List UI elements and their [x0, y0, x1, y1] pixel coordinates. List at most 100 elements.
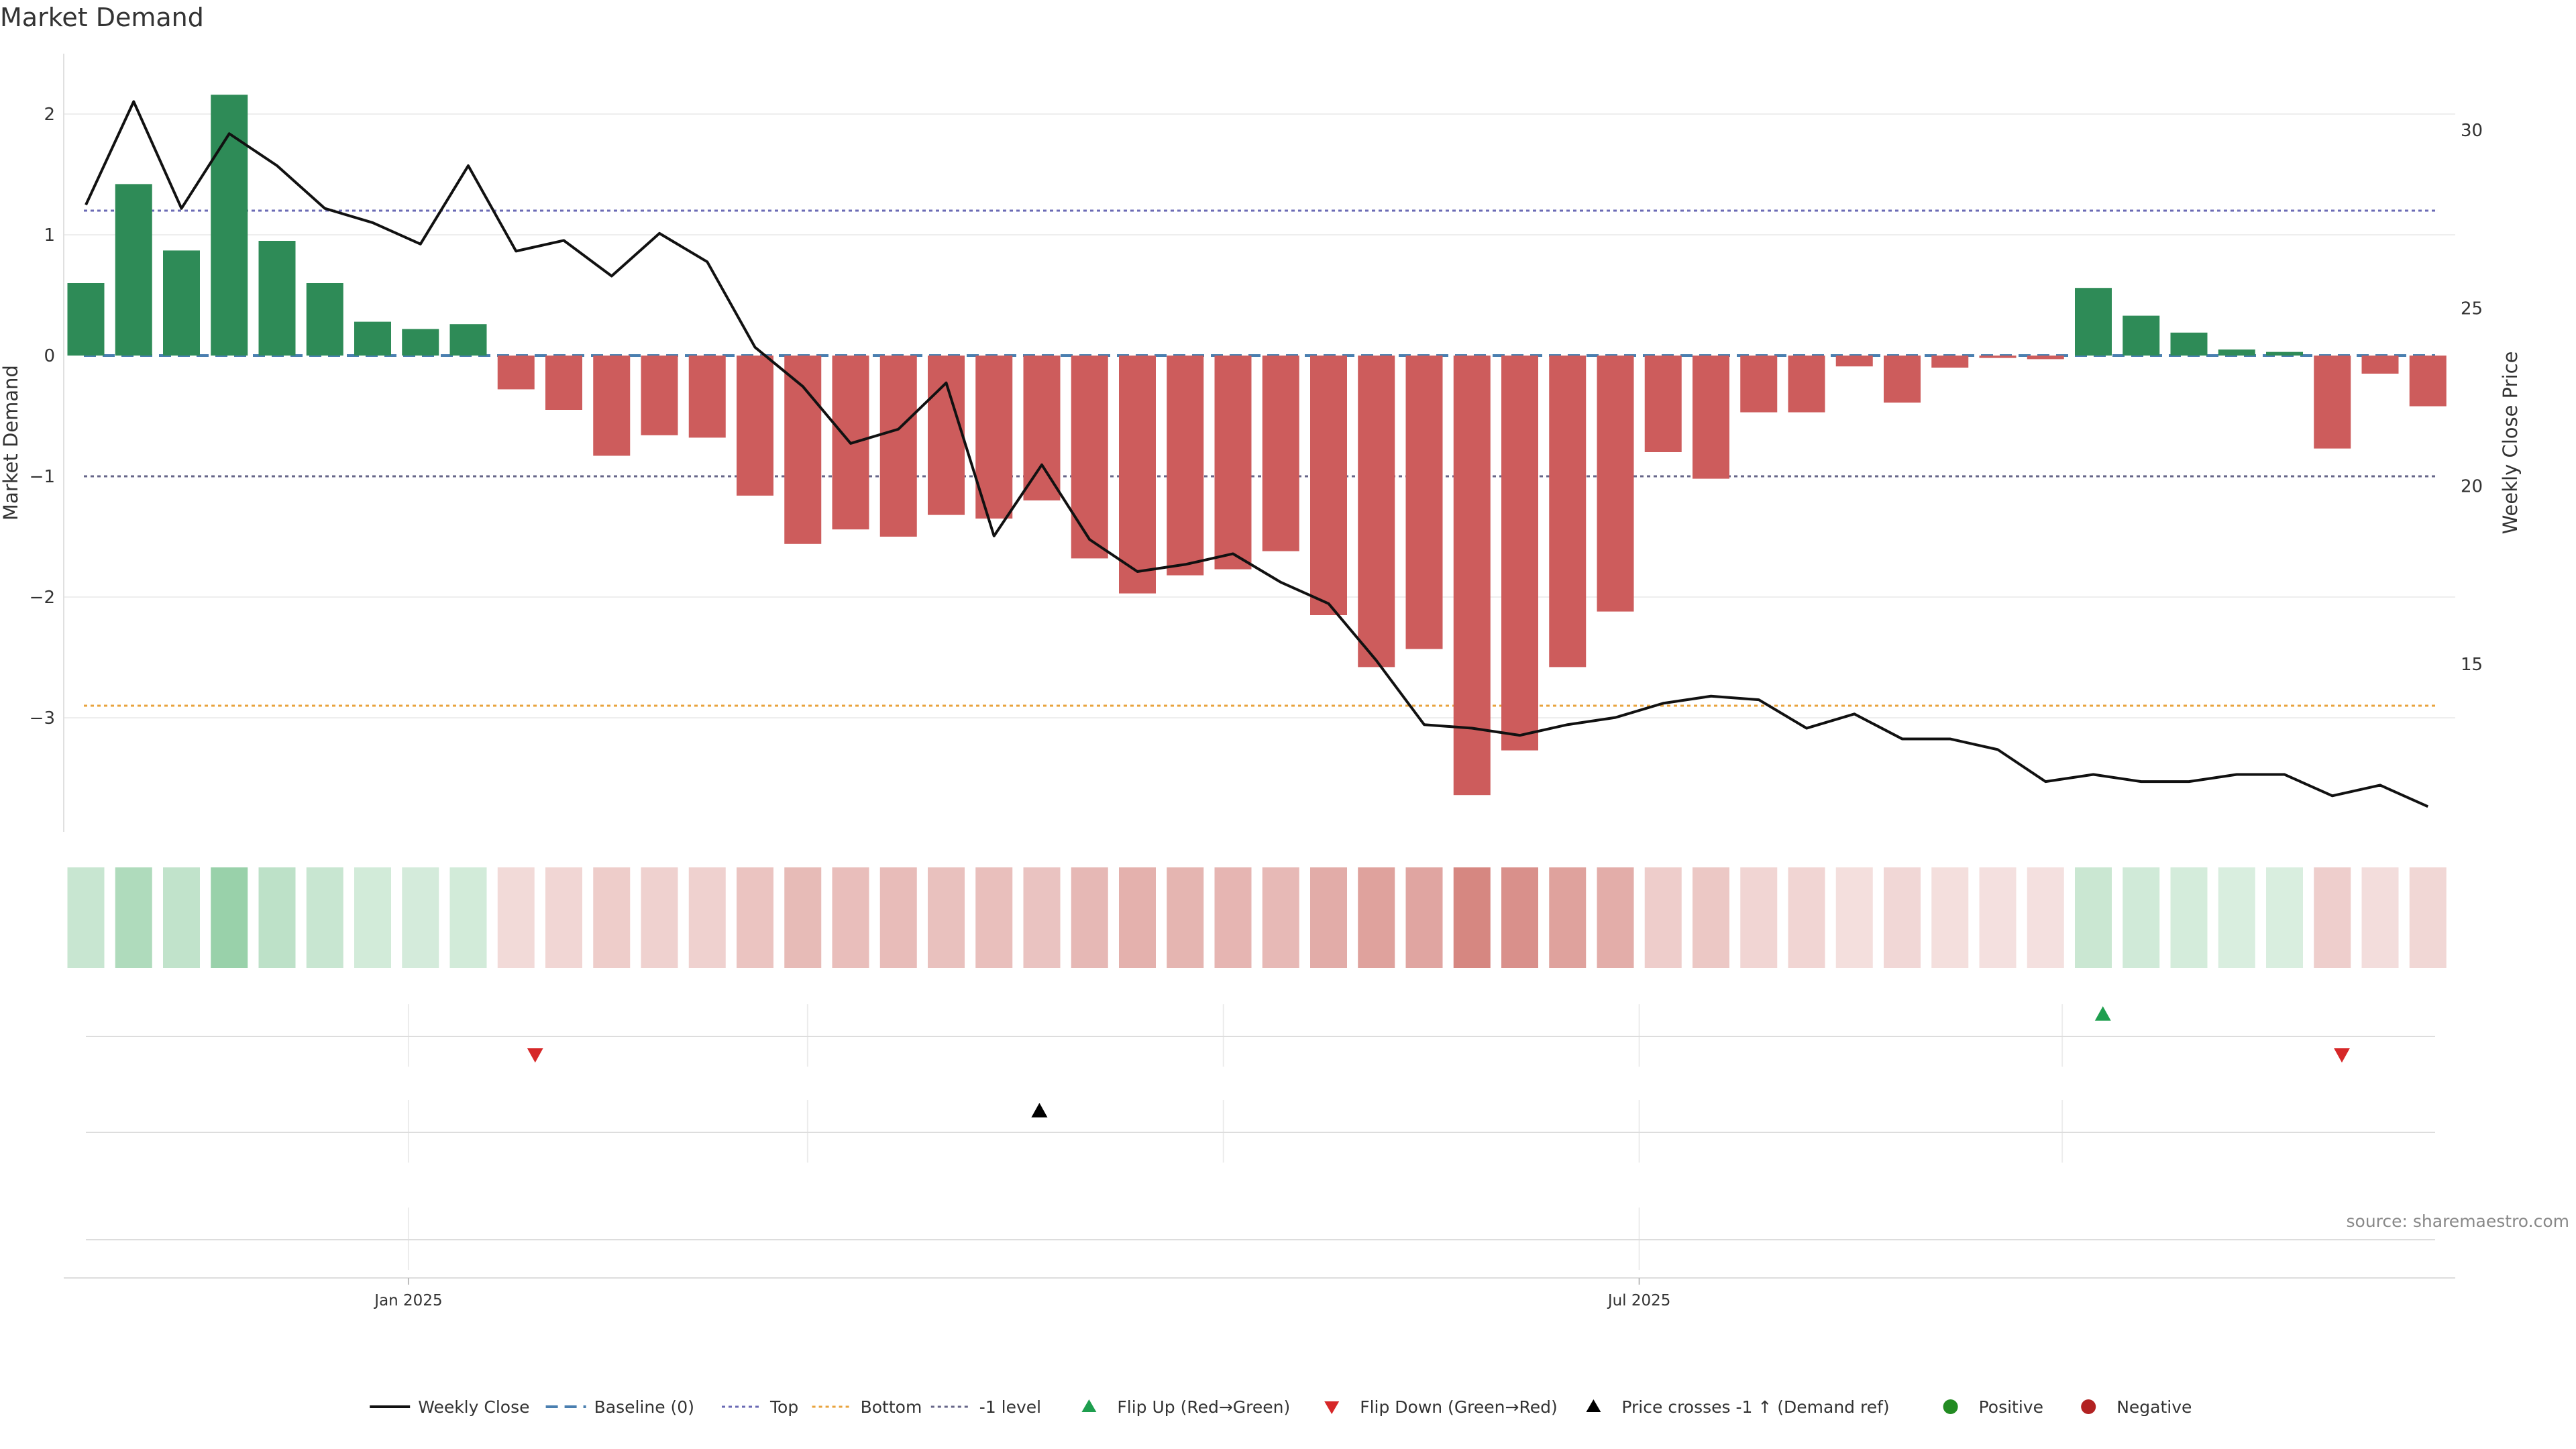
y-tick-label-right: 15 [2461, 655, 2483, 675]
x-tick-label: Jul 2025 [1607, 1292, 1671, 1309]
legend-label: Top [769, 1397, 798, 1417]
heat-cell [1884, 867, 1921, 968]
demand-bar [1644, 356, 1682, 452]
demand-bar [2361, 356, 2399, 374]
grid-layer [64, 113, 2455, 718]
demand-bar [1071, 356, 1108, 559]
demand-bar [1167, 356, 1204, 576]
source-note: source: sharemaestro.com [2346, 1212, 2570, 1231]
heat-cell [449, 867, 487, 968]
legend-item: -1 level [930, 1397, 1041, 1417]
legend-item: Price crosses -1 ↑ (Demand ref) [1586, 1397, 1890, 1417]
demand-bar [402, 329, 439, 356]
legend-label: Price crosses -1 ↑ (Demand ref) [1621, 1397, 1889, 1417]
legend-item: Flip Up (Red→Green) [1081, 1397, 1290, 1417]
y-axis-label-left: Market Demand [0, 365, 22, 521]
price-cross-marker [1031, 1103, 1048, 1118]
legend-label: Positive [1979, 1397, 2043, 1417]
flip-down-marker [527, 1048, 543, 1063]
heat-cell [1931, 867, 1969, 968]
demand-bar [1788, 356, 1825, 413]
demand-bar [163, 250, 200, 356]
heat-cell [1023, 867, 1061, 968]
legend-label: Flip Up (Red→Green) [1117, 1397, 1290, 1417]
legend-label: Flip Down (Green→Red) [1360, 1397, 1558, 1417]
heat-cell [1214, 867, 1252, 968]
demand-bar [211, 95, 248, 356]
legend-item: Weekly Close [370, 1397, 529, 1417]
legend-label: Negative [2116, 1397, 2192, 1417]
heat-cell [593, 867, 631, 968]
heat-cell [2361, 867, 2399, 968]
y-tick-label-left: 0 [44, 346, 55, 366]
demand-bar [1262, 356, 1299, 551]
demand-bar [1884, 356, 1921, 403]
axes: 2 1 0 −1 −2 −3 30 25 20 15 Market Demand Weekly Clo… [0, 54, 2522, 832]
demand-bar [593, 356, 631, 456]
legend-label: -1 level [979, 1397, 1041, 1417]
heat-cell [1549, 867, 1587, 968]
heat-cell [1405, 867, 1443, 968]
heat-cell [641, 867, 678, 968]
heat-cell [1788, 867, 1825, 968]
heat-cell [1835, 867, 1873, 968]
y-axis-label-right: Weekly Close Price [2499, 352, 2522, 535]
y-tick-label-left: 1 [44, 225, 55, 246]
legend-item: Bottom [812, 1397, 922, 1417]
demand-bar [1214, 356, 1252, 570]
heat-cell [1358, 867, 1395, 968]
heat-cell [2075, 867, 2112, 968]
legend-label: Weekly Close [418, 1397, 529, 1417]
heat-cell [1453, 867, 1491, 968]
heat-cell [2409, 867, 2447, 968]
demand-bar [545, 356, 582, 410]
demand-bar [115, 184, 152, 356]
heat-strip [67, 867, 2447, 968]
demand-bar [2027, 356, 2064, 360]
event-panels: Jan 2025 Jul 2025 [64, 1004, 2455, 1309]
demand-bar [1740, 356, 1778, 413]
y-tick-label-right: 30 [2461, 121, 2483, 141]
demand-bar [2266, 352, 2303, 356]
demand-bar [1405, 356, 1443, 649]
demand-bar [1979, 356, 2017, 358]
heat-cell [784, 867, 822, 968]
heat-cell [879, 867, 917, 968]
heat-cell [402, 867, 439, 968]
demand-bar [975, 356, 1013, 519]
demand-bar [1931, 356, 1969, 368]
legend-item: Baseline (0) [545, 1397, 694, 1417]
demand-bar [1119, 356, 1156, 594]
demand-bar [1597, 356, 1634, 612]
heat-cell [2314, 867, 2351, 968]
legend-swatch-triangle-up [1081, 1399, 1097, 1412]
demand-bar [1453, 356, 1491, 796]
heat-cell [1071, 867, 1108, 968]
heat-cell [928, 867, 965, 968]
demand-bar [1549, 356, 1587, 667]
legend-item: Top [722, 1397, 798, 1417]
heat-cell [258, 867, 296, 968]
heat-cell [1979, 867, 2017, 968]
legend: Weekly Close Baseline (0) Top Bottom -1 leve… [370, 1397, 2192, 1417]
heat-cell [1597, 867, 1634, 968]
heat-cell [1262, 867, 1299, 968]
legend-item: Negative [2081, 1397, 2192, 1417]
heat-cell [1167, 867, 1204, 968]
demand-bar [2314, 356, 2351, 449]
heat-cell [1501, 867, 1538, 968]
heat-cell [306, 867, 343, 968]
flip-up-marker [2094, 1006, 2111, 1021]
heat-cell [832, 867, 869, 968]
legend-swatch-triangle-up [1586, 1399, 1601, 1412]
x-tick-label: Jan 2025 [373, 1292, 442, 1309]
demand-bar [688, 356, 726, 438]
heat-cell [211, 867, 248, 968]
heat-cell [1740, 867, 1778, 968]
demand-bar [354, 321, 391, 356]
demand-bar [2075, 288, 2112, 356]
heat-cell [1693, 867, 1729, 968]
demand-bar [1023, 356, 1061, 500]
legend-swatch-circle [2081, 1399, 2096, 1414]
